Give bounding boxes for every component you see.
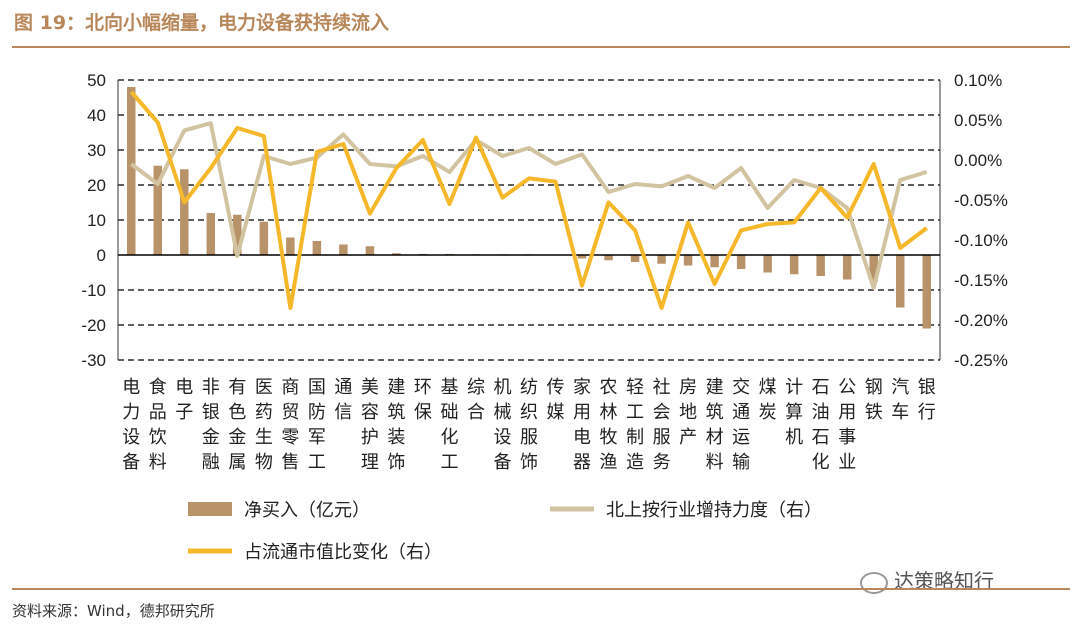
bar xyxy=(127,87,136,255)
bar xyxy=(789,255,799,275)
bar xyxy=(365,246,375,255)
legend-label-orange: 占流通市值比变化（右） xyxy=(244,542,442,563)
category-label: 基础化工 xyxy=(440,377,458,473)
bar-series xyxy=(127,87,931,329)
bar xyxy=(763,255,772,273)
category-label: 纺织服饰 xyxy=(520,377,538,473)
category-label: 非银金融 xyxy=(202,377,220,473)
category-label: 煤炭 xyxy=(759,377,777,423)
bar xyxy=(206,213,216,255)
gray-line-series xyxy=(130,121,928,290)
gridlines xyxy=(117,79,941,361)
category-label: 美容护理 xyxy=(361,377,379,473)
right-tick-label: 0.00% xyxy=(954,151,1002,170)
right-tick-label: 0.10% xyxy=(954,71,1002,90)
bar xyxy=(577,255,587,259)
category-label: 国防军工 xyxy=(308,377,326,473)
left-tick-label: 10 xyxy=(87,211,106,230)
left-tick-label: 40 xyxy=(87,106,106,125)
left-tick-label: -10 xyxy=(81,281,106,300)
right-tick-label: -0.15% xyxy=(954,271,1008,290)
source-note: 资料来源：Wind，德邦研究所 xyxy=(12,602,215,620)
left-tick-label: 50 xyxy=(87,71,106,90)
category-label: 银行 xyxy=(918,377,936,423)
right-tick-label: -0.10% xyxy=(954,231,1008,250)
category-label: 交通运输 xyxy=(732,377,750,473)
chart: 50 40 30 20 10 0 -10 -20 -30 0.10% 0.05% 0.00% -0.0… xyxy=(81,71,1008,563)
bar xyxy=(736,255,746,269)
left-tick-label: -20 xyxy=(81,316,106,335)
category-label: 计算机 xyxy=(785,377,803,448)
bar xyxy=(339,244,348,255)
legend-swatch-bar xyxy=(188,502,232,516)
source-rule xyxy=(12,588,1070,590)
category-label: 环保 xyxy=(414,377,432,423)
bar xyxy=(842,255,852,280)
category-label: 钢铁 xyxy=(865,377,883,423)
legend-label-gray: 北上按行业增持力度（右） xyxy=(606,500,822,521)
category-label: 通信 xyxy=(334,377,352,423)
bar xyxy=(259,221,269,255)
category-label: 轻工制造 xyxy=(626,377,644,473)
category-label: 电力设备 xyxy=(122,377,140,473)
bar xyxy=(816,255,825,276)
bar xyxy=(286,237,295,255)
left-tick-label: -30 xyxy=(81,351,106,370)
category-label: 公用事业 xyxy=(838,377,856,473)
bar xyxy=(153,165,163,255)
category-label: 石油石化 xyxy=(812,377,830,473)
bar xyxy=(657,255,666,264)
category-label: 房地产 xyxy=(679,377,697,448)
category-label: 机械设备 xyxy=(493,377,511,473)
category-label: 建筑材料 xyxy=(706,377,724,473)
legend: 净买入（亿元） 北上按行业增持力度（右） 占流通市值比变化（右） xyxy=(188,500,822,563)
left-tick-label: 20 xyxy=(87,176,106,195)
right-tick-label: -0.05% xyxy=(954,191,1008,210)
right-tick-label: 0.05% xyxy=(954,111,1002,130)
figure-title: 图 19：北向小幅缩量，电力设备获持续流入 xyxy=(14,12,390,34)
category-label: 农林牧渔 xyxy=(600,377,618,473)
right-tick-label: -0.20% xyxy=(954,311,1008,330)
category-label: 医药生物 xyxy=(255,377,273,473)
category-label: 有色金属 xyxy=(228,377,246,473)
category-label: 建筑装饰 xyxy=(387,377,405,473)
wechat-icon xyxy=(860,571,888,594)
left-axis: 50 40 30 20 10 0 -10 -20 -30 xyxy=(81,71,106,370)
bar xyxy=(233,214,242,255)
category-label: 汽车 xyxy=(891,377,909,423)
bar xyxy=(683,255,693,266)
legend-label-bar: 净买入（亿元） xyxy=(244,500,370,521)
bar xyxy=(392,253,401,255)
right-tick-label: -0.25% xyxy=(954,351,1008,370)
category-label: 电子 xyxy=(175,377,193,423)
right-axis: 0.10% 0.05% 0.00% -0.05% -0.10% -0.15% -0.20% -… xyxy=(954,71,1008,370)
bar xyxy=(604,255,613,261)
category-labels: 电力设备食品饮料电子非银金融有色金属医药生物商贸零售国防军工通信美容护理建筑装饰… xyxy=(122,377,935,473)
title-rule xyxy=(12,46,1070,48)
orange-line-series xyxy=(129,90,928,310)
bar xyxy=(869,255,878,282)
category-label: 商贸零售 xyxy=(281,377,299,473)
category-label: 综合 xyxy=(467,377,485,423)
bar xyxy=(710,255,719,268)
category-label: 食品饮料 xyxy=(149,377,167,473)
bar xyxy=(180,169,189,255)
category-label: 传媒 xyxy=(547,377,565,423)
left-tick-label: 30 xyxy=(87,141,106,160)
category-label: 社会服务 xyxy=(653,377,671,473)
bar xyxy=(922,255,931,329)
line-series xyxy=(129,90,928,310)
category-label: 家用电器 xyxy=(573,377,591,473)
bar xyxy=(312,241,322,255)
bar xyxy=(630,255,640,262)
left-tick-label: 0 xyxy=(97,246,106,265)
bar xyxy=(895,255,905,308)
